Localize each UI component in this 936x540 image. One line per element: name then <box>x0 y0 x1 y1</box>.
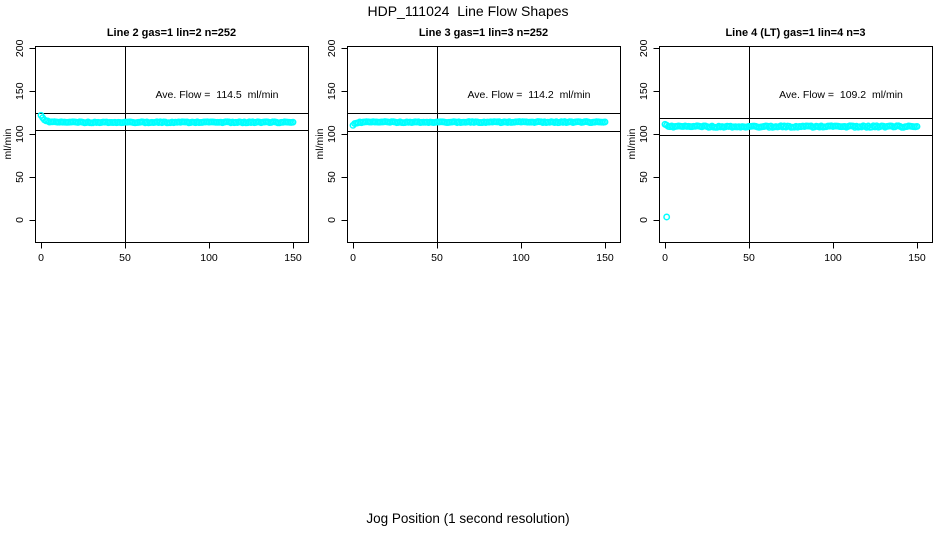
y-tick-label: 50 <box>14 171 26 183</box>
ave-flow-annotation: Ave. Flow = 109.2 ml/min <box>779 89 903 101</box>
subplot-line2: 0 50 100 150 0 50 100 150 200 ml/min Line 2 gas=1 … <box>2 27 309 264</box>
x-tick-label: 50 <box>431 252 443 264</box>
x-tick-label: 100 <box>824 252 842 264</box>
plot-box <box>35 46 309 243</box>
outlier-point <box>663 213 671 221</box>
y-tick-label: 200 <box>638 39 650 57</box>
figure-title: HDP_111024 Line Flow Shapes <box>367 3 569 19</box>
x-tick-label: 0 <box>38 252 44 264</box>
y-tick-label: 150 <box>638 82 650 100</box>
ave-flow-annotation: Ave. Flow = 114.5 ml/min <box>155 89 278 101</box>
y-tick-label: 50 <box>638 171 650 183</box>
x-tick-label: 150 <box>908 252 926 264</box>
plot-box <box>347 46 621 243</box>
x-tick-label: 100 <box>512 252 530 264</box>
y-axis-label: ml/min <box>2 128 14 159</box>
subplot-title: Line 2 gas=1 lin=2 n=252 <box>107 27 236 39</box>
subplot-line4: 0 50 100 150 0 50 100 150 200 ml/min Line 4 (LT) g… <box>626 27 933 264</box>
y-tick-label: 200 <box>14 39 26 57</box>
data-point <box>601 118 609 126</box>
y-axis-label: ml/min <box>626 128 638 159</box>
y-tick-label: 100 <box>638 125 650 143</box>
x-tick-label: 0 <box>350 252 356 264</box>
data-points <box>349 118 609 129</box>
y-tick-label: 50 <box>326 171 338 183</box>
subplot-title: Line 4 (LT) gas=1 lin=4 n=3 <box>725 27 865 39</box>
plot-box <box>659 46 933 243</box>
data-point <box>913 122 921 130</box>
subplot-title: Line 3 gas=1 lin=3 n=252 <box>419 27 548 39</box>
x-tick-label: 0 <box>662 252 668 264</box>
y-tick-label: 0 <box>14 217 26 223</box>
y-tick-label: 100 <box>326 125 338 143</box>
y-tick-label: 0 <box>326 217 338 223</box>
x-tick-label: 150 <box>596 252 614 264</box>
charts-row: 0 50 100 150 0 50 100 150 200 ml/min Line 2 gas=1 … <box>2 27 933 264</box>
y-tick-label: 100 <box>14 125 26 143</box>
y-tick-label: 150 <box>14 82 26 100</box>
data-points <box>661 120 921 221</box>
x-tick-label: 150 <box>284 252 302 264</box>
x-tick-label: 50 <box>743 252 755 264</box>
subplot-line3: 0 50 100 150 0 50 100 150 200 ml/min Line 3 gas=1 … <box>314 27 621 264</box>
x-tick-label: 50 <box>119 252 131 264</box>
data-points <box>37 111 297 127</box>
x-tick-label: 100 <box>200 252 218 264</box>
y-tick-label: 0 <box>638 217 650 223</box>
ave-flow-annotation: Ave. Flow = 114.2 ml/min <box>467 89 590 101</box>
figure-xlabel: Jog Position (1 second resolution) <box>366 511 570 526</box>
y-tick-label: 200 <box>326 39 338 57</box>
data-point <box>289 118 297 126</box>
y-axis-label: ml/min <box>314 128 326 159</box>
y-tick-label: 150 <box>326 82 338 100</box>
